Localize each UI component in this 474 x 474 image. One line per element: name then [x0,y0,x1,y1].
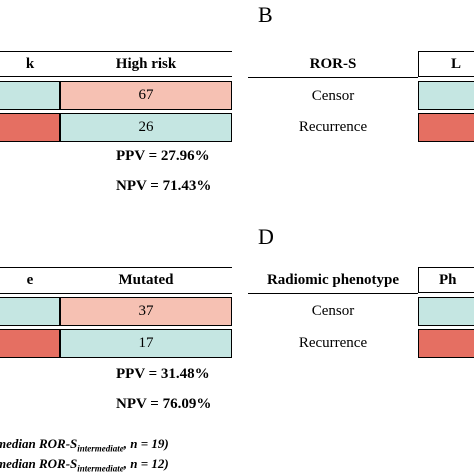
row-header-radiomic-phenotype: Radiomic phenotype [266,272,400,288]
table-cell: 37 [60,297,232,326]
row-label-recurrence: Recurrence [298,119,368,135]
row-label-censor: Censor [311,88,355,104]
footnote-line-2: median ROR-Sintermediate, n = 12) [0,456,169,474]
row-label-recurrence: Recurrence [298,335,368,351]
column-header-high-risk: High risk [115,56,177,72]
table-header-rule [0,293,232,294]
table-cell [418,113,474,142]
table-cell [0,81,60,110]
row-label-censor: Censor [311,303,355,319]
ppv-value: PPV = 27.96% [116,148,210,164]
column-header-fragment: k [25,56,35,72]
column-header-fragment: e [26,272,34,288]
table-top-rule [0,267,232,268]
row-header-ror-s: ROR-S [309,56,357,72]
table-header-rule [248,77,418,78]
table-cell [418,297,474,326]
table-cell [0,113,60,142]
table-cell [418,329,474,358]
ppv-value: PPV = 31.48% [116,366,210,382]
table-cell: 17 [60,329,232,358]
column-header-fragment: L [418,51,474,77]
table-cell [418,81,474,110]
table-cell [0,297,60,326]
table-cell: 26 [60,113,232,142]
npv-value: NPV = 76.09% [116,396,212,412]
table-header-rule [248,293,418,294]
table-header-rule [0,76,232,77]
panel-letter-d: D [258,224,274,249]
npv-value: NPV = 71.43% [116,178,212,194]
table-cell [0,329,60,358]
table-cell: 67 [60,81,232,110]
table-top-rule [0,51,232,52]
column-header-mutated: Mutated [118,272,174,288]
column-header-fragment: Ph [418,267,474,293]
panel-letter-b: B [258,2,273,27]
footnote-line-1: median ROR-Sintermediate, n = 19) [0,436,169,454]
